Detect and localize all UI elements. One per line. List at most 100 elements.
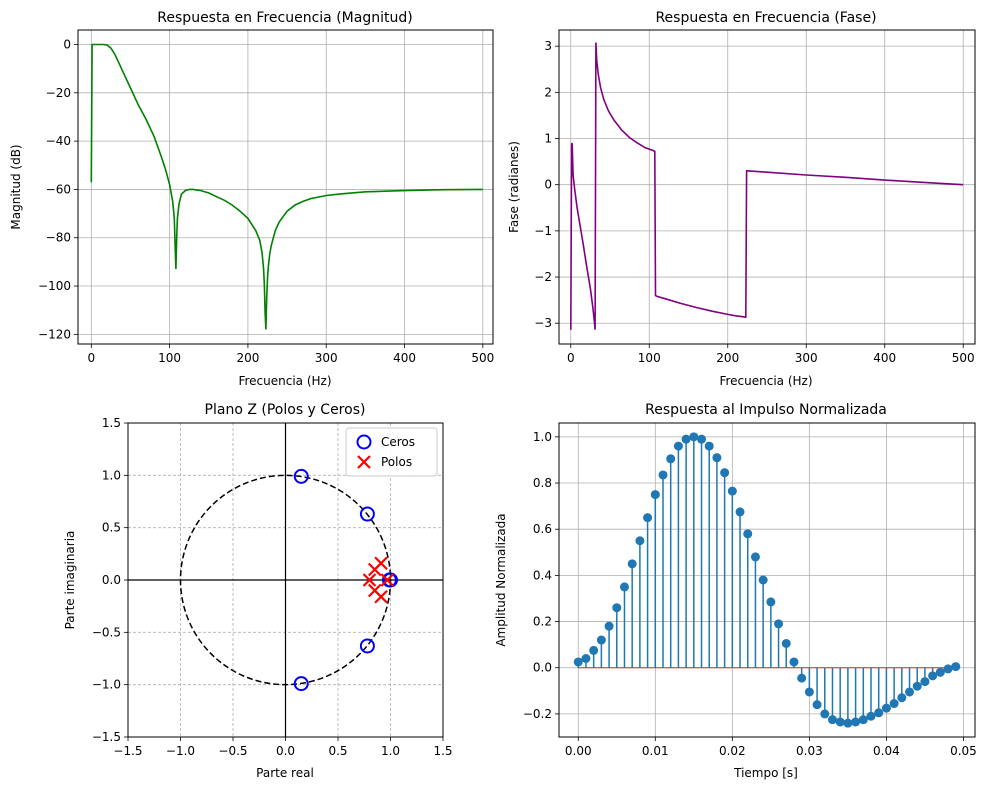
stem-marker: [827, 715, 837, 725]
stem-marker: [704, 441, 714, 451]
x-tick-label: 0.0: [276, 744, 295, 758]
zero-marker: [359, 638, 375, 654]
stem-marker: [804, 687, 814, 697]
y-tick-label: −80: [46, 231, 71, 245]
stem-marker: [673, 441, 683, 451]
pole-marker: [362, 573, 377, 587]
x-tick-label: −0.5: [218, 744, 247, 758]
stem-marker: [697, 434, 707, 444]
y-tick-label: 0: [63, 37, 71, 51]
y-tick-label: −0.5: [92, 625, 121, 639]
stem-marker: [851, 717, 861, 727]
stem-marker: [643, 513, 653, 523]
impulse-chart-xlabel: Tiempo [s]: [733, 766, 798, 780]
y-tick-label: 2: [544, 85, 552, 99]
x-tick-label: 500: [471, 351, 494, 365]
y-tick-label: −2: [534, 270, 552, 284]
stem-marker: [897, 693, 907, 703]
stem-marker: [812, 700, 822, 710]
stem-marker: [889, 699, 899, 709]
legend-box: [345, 427, 438, 477]
legend-pole-marker: [357, 455, 371, 469]
y-tick-label: 0.0: [102, 573, 121, 587]
x-tick-label: 0.5: [328, 744, 347, 758]
y-tick-label: 0.5: [102, 521, 121, 535]
stem-marker: [681, 434, 691, 444]
y-tick-label: −60: [46, 182, 71, 196]
zero-marker: [293, 468, 309, 484]
x-tick-label: 100: [158, 351, 181, 365]
y-tick-label: −0.2: [523, 707, 552, 721]
plot-frame: [558, 422, 976, 738]
z-plane-chart-xlabel: Parte real: [256, 766, 314, 780]
stem-marker: [658, 470, 668, 480]
y-tick-label: 1.0: [102, 468, 121, 482]
plot-frame: [77, 29, 494, 345]
magnitude-chart-xlabel: Frecuencia (Hz): [238, 374, 331, 388]
x-tick-label: −1.5: [113, 744, 142, 758]
stem-marker: [920, 677, 930, 687]
x-tick-label: 0.05: [950, 744, 977, 758]
stem-marker: [858, 715, 868, 725]
stem-marker: [912, 681, 922, 691]
stem-marker: [735, 507, 745, 517]
y-tick-label: −20: [46, 86, 71, 100]
stem-marker: [573, 657, 583, 667]
y-tick-label: 0.8: [533, 476, 552, 490]
y-tick-label: 0: [544, 178, 552, 192]
unit-circle: [179, 474, 392, 686]
stem-marker: [589, 645, 599, 655]
legend-zero-marker: [356, 434, 372, 450]
stem-marker: [650, 490, 660, 500]
stem-marker: [635, 536, 645, 546]
y-tick-label: −100: [38, 279, 71, 293]
y-tick-label: 0.0: [533, 661, 552, 675]
impulse-chart-ylabel: Amplitud Normalizada: [494, 513, 508, 646]
phase-chart: Respuesta en Frecuencia (Fase) Frecuenci…: [507, 10, 976, 388]
magnitude-line: [90, 43, 483, 330]
x-tick-label: 200: [716, 351, 739, 365]
y-tick-label: −1: [534, 224, 552, 238]
stem-marker: [928, 671, 938, 681]
z-plane-chart-ylabel: Parte imaginaria: [63, 531, 77, 630]
plot-frame: [127, 422, 444, 738]
stem-marker: [820, 709, 830, 719]
stem-marker: [750, 552, 760, 562]
y-tick-label: 1.0: [533, 430, 552, 444]
stem-marker: [581, 654, 591, 663]
stem-marker: [743, 529, 753, 539]
stem-marker: [881, 703, 891, 713]
stem-marker: [843, 718, 853, 728]
stem-marker: [689, 432, 699, 442]
stem-marker: [951, 662, 961, 672]
stem-marker: [758, 575, 768, 585]
stem-marker: [727, 486, 737, 496]
legend-label-ceros: Ceros: [381, 435, 415, 449]
stem-marker: [789, 657, 799, 667]
stem-marker: [797, 673, 807, 683]
stem-marker: [835, 717, 845, 727]
stem-marker: [604, 621, 614, 631]
stem-marker: [766, 597, 776, 607]
x-tick-label: 1.0: [381, 744, 400, 758]
stem-marker: [774, 619, 784, 629]
y-tick-label: −1.5: [92, 730, 121, 744]
x-tick-label: 300: [795, 351, 818, 365]
plot-frame: [558, 29, 976, 345]
y-tick-label: 3: [544, 39, 552, 53]
stem-marker: [866, 711, 876, 721]
x-tick-label: 400: [393, 351, 416, 365]
y-tick-label: 0.2: [533, 615, 552, 629]
x-tick-label: 100: [638, 351, 661, 365]
stem-marker: [781, 638, 791, 648]
x-tick-label: 0.02: [719, 744, 746, 758]
stem-marker: [666, 454, 676, 464]
x-tick-label: 0: [567, 351, 575, 365]
phase-line: [570, 42, 964, 330]
y-tick-label: 1.5: [102, 416, 121, 430]
pole-marker: [374, 556, 388, 571]
x-tick-label: −1.0: [166, 744, 195, 758]
x-tick-label: 0.01: [642, 744, 669, 758]
stem-marker: [905, 687, 915, 697]
zero-marker: [359, 506, 375, 522]
